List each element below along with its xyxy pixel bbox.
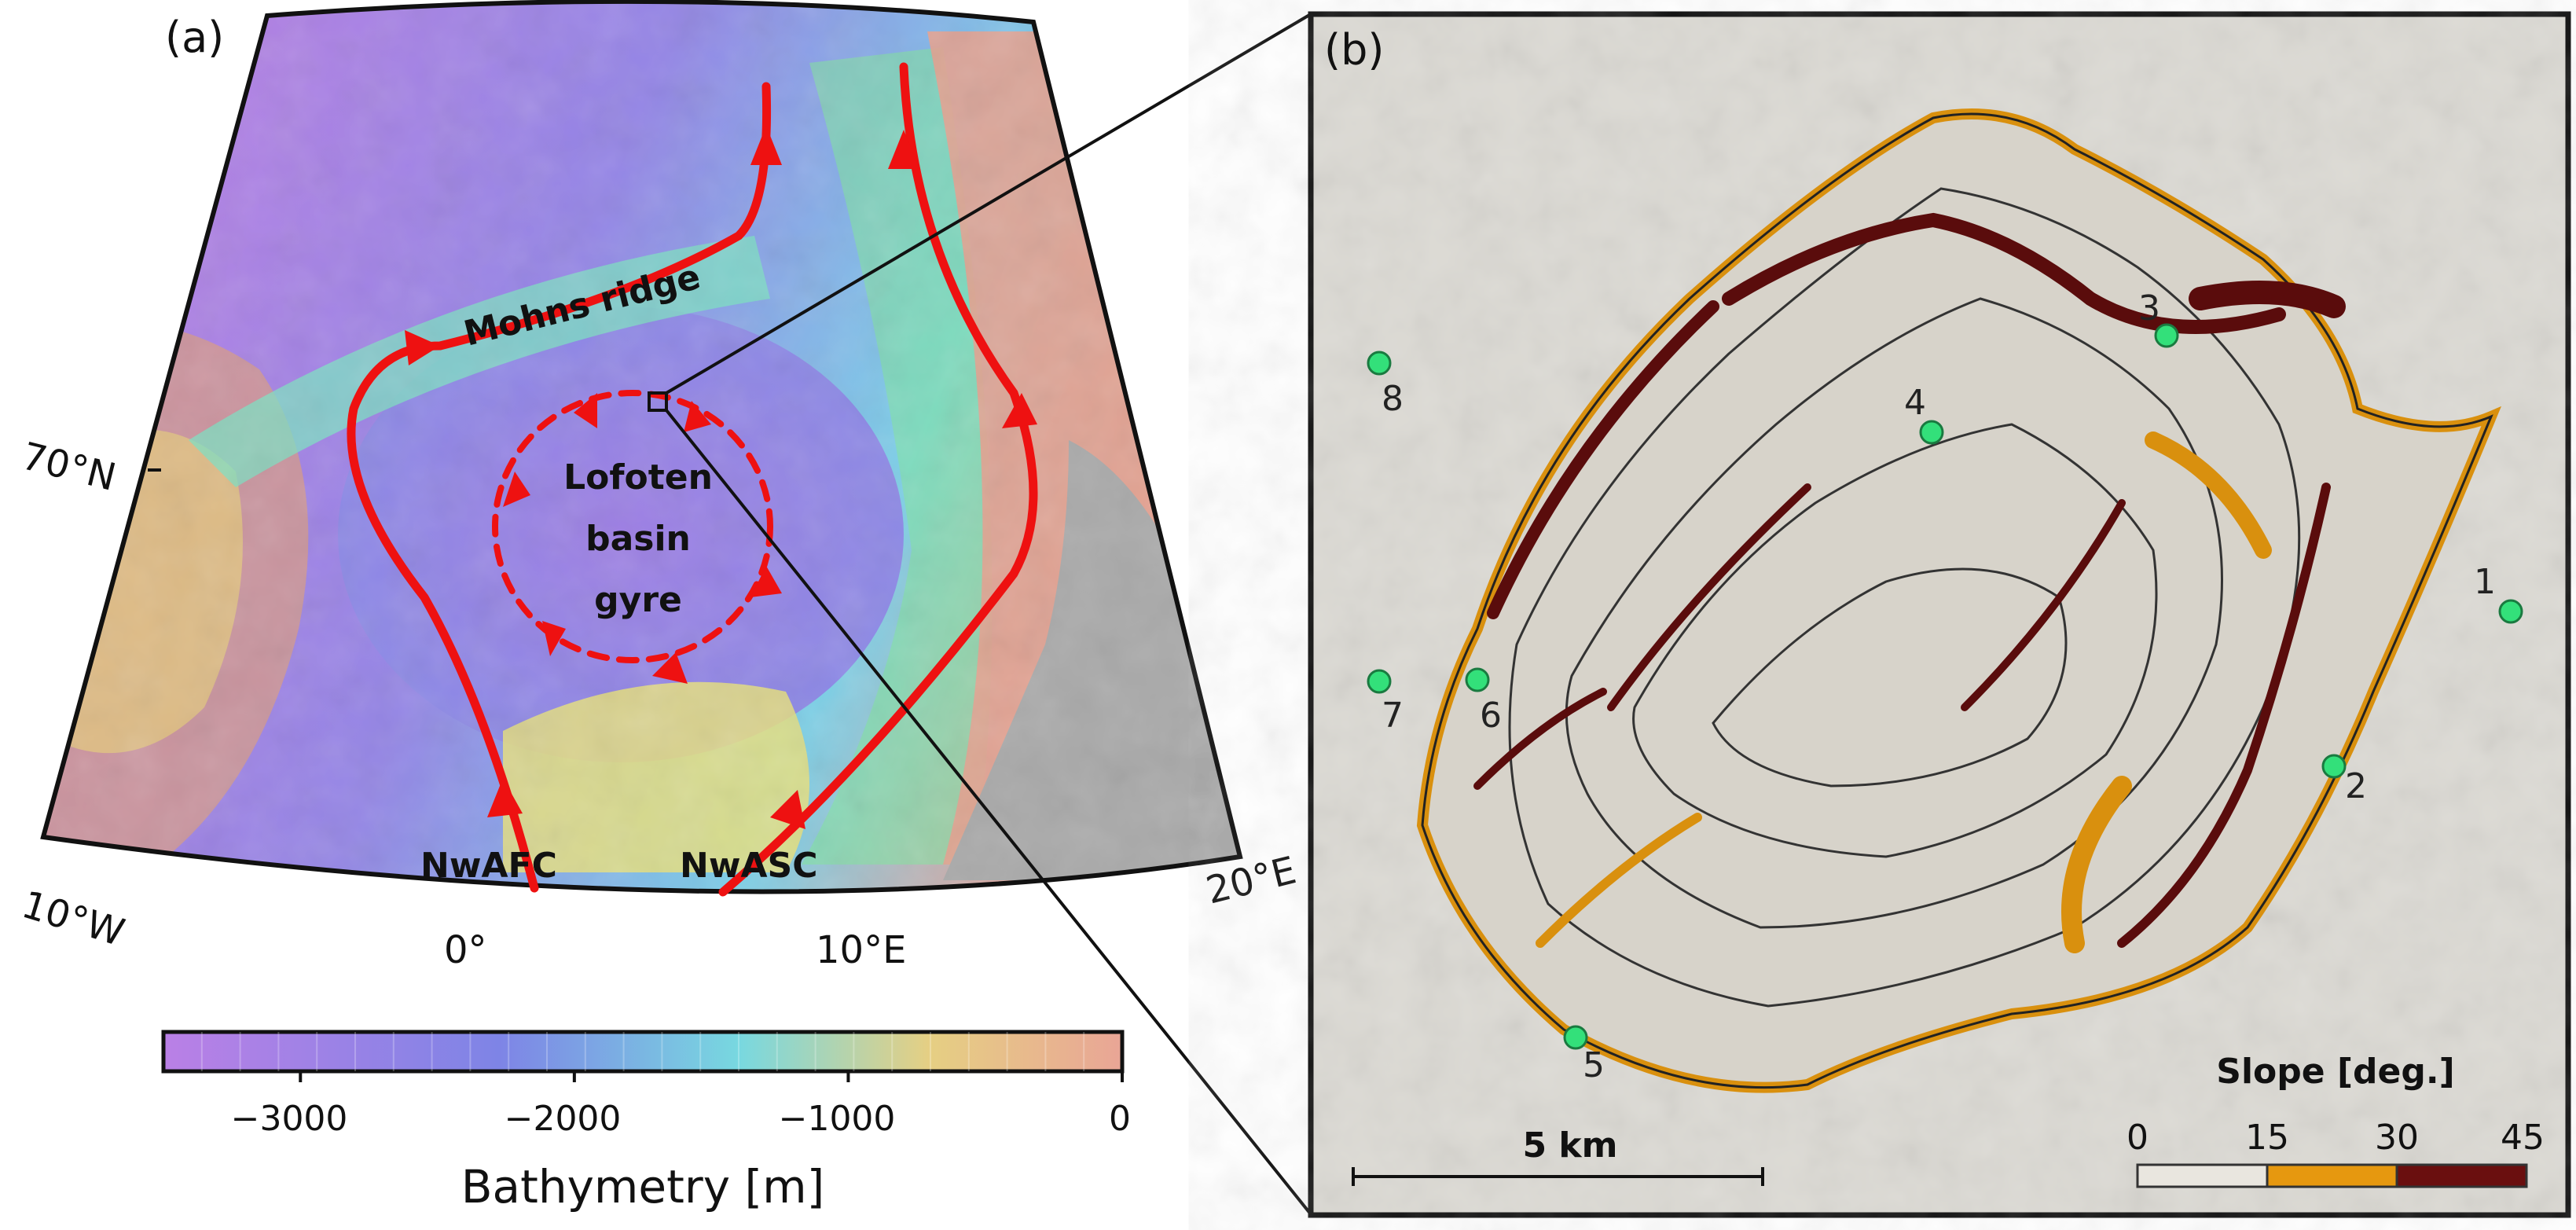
current-arrowheads [405, 126, 1037, 829]
site-7-label: 7 [1382, 696, 1404, 736]
nwafc-label: NwAFC [420, 846, 557, 886]
site-8-marker [1367, 351, 1392, 376]
site-1-marker [2498, 599, 2523, 624]
site-1-label: 1 [2474, 562, 2496, 602]
slope-legend: Slope [deg.] 0 15 30 45 [2126, 1052, 2545, 1188]
panel-a: (a) [17, 0, 1312, 1216]
slope-tick-45: 45 [2501, 1118, 2545, 1158]
site-5-label: 5 [1583, 1045, 1605, 1085]
nwasc-path [718, 62, 1038, 897]
lon-label-0: 0° [444, 928, 487, 972]
gyre-label-1: Lofoten [563, 457, 713, 498]
nwasc-label: NwASC [680, 846, 818, 886]
cb-tick-3000: −3000 [231, 1099, 348, 1139]
panel-b: (b) 1 2 [1308, 11, 2571, 1218]
gyre-label-2: basin [585, 519, 691, 559]
slope-tick-0: 0 [2126, 1118, 2149, 1158]
zoom-line-bottom [665, 409, 1312, 1216]
slope-tick-15: 15 [2245, 1118, 2289, 1158]
site-4-label: 4 [1904, 383, 1926, 423]
site-7-marker [1367, 669, 1392, 694]
colorbar-title: Bathymetry [m] [461, 1160, 824, 1213]
site-3-label: 3 [2138, 288, 2160, 329]
cb-tick-1000: −1000 [779, 1099, 896, 1139]
site-4-marker [1919, 420, 1944, 445]
lon-label-10e: 10°E [816, 928, 906, 972]
scale-bar: 5 km [1352, 1125, 1764, 1186]
scale-bar-label: 5 km [1522, 1125, 1617, 1166]
cb-tick-0: 0 [1109, 1099, 1131, 1139]
inset-box [648, 391, 668, 412]
slope-legend-title: Slope [deg.] [2216, 1052, 2454, 1092]
site-2-marker [2321, 754, 2347, 779]
map-frame [40, 0, 1243, 894]
nwafc-path [347, 82, 772, 893]
site-6-label: 6 [1480, 696, 1502, 736]
panel-b-label: (b) [1324, 25, 1384, 75]
panel-a-label: (a) [165, 13, 224, 62]
gyre-circle [492, 390, 773, 663]
site-6-marker [1465, 667, 1490, 692]
site-2-label: 2 [2345, 766, 2367, 806]
slope-tick-30: 30 [2375, 1118, 2419, 1158]
site-8-label: 8 [1382, 379, 1404, 419]
zoom-line-top [665, 13, 1312, 395]
lat-label-70n: 70°N [17, 434, 120, 500]
mound-structure [1416, 108, 2501, 1093]
site-3-marker [2154, 323, 2179, 348]
current-arrows [347, 62, 1038, 897]
cb-tick-2000: −2000 [505, 1099, 622, 1139]
bathymetry-colorbar: −3000 −2000 −1000 0 Bathymetry [m] [161, 1030, 1131, 1213]
lon-label-10w: 10°W [17, 883, 129, 955]
gyre-label-3: gyre [594, 580, 682, 620]
site-markers: 1 2 3 4 5 6 7 8 [1367, 288, 2523, 1085]
site-5-marker [1563, 1025, 1588, 1050]
